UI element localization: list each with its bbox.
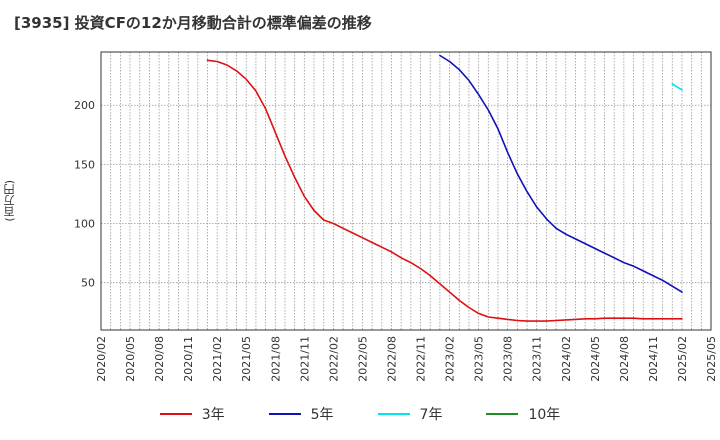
- x-tick-label: 2020/02: [95, 336, 108, 382]
- legend-swatch-5y: [268, 413, 301, 415]
- legend-swatch-3y: [159, 413, 192, 415]
- legend-label-5y: 5年: [310, 407, 334, 423]
- legend-item-7y[interactable]: 7年: [377, 404, 443, 424]
- x-tick-label: 2024/11: [647, 336, 660, 382]
- x-tick-label: 2024/08: [618, 336, 631, 382]
- legend-label-3y: 3年: [201, 407, 225, 423]
- x-tick-label: 2022/02: [327, 336, 340, 382]
- x-tick-label: 2024/05: [589, 336, 602, 382]
- x-tick-label: 2023/05: [473, 336, 486, 382]
- legend-swatch-7y: [377, 413, 410, 415]
- x-tick-label: 2023/08: [502, 336, 515, 382]
- chart-title: [3935] 投資CFの12か月移動合計の標準偏差の推移: [14, 14, 372, 32]
- legend-item-3y[interactable]: 3年: [159, 404, 225, 424]
- legend-swatch-10y: [486, 413, 519, 415]
- legend-label-10y: 10年: [528, 407, 561, 423]
- x-tick-label: 2024/02: [560, 336, 573, 382]
- x-tick-label: 2025/02: [676, 336, 689, 382]
- series-line-0: [206, 59, 683, 322]
- x-tick-label: 2023/11: [531, 336, 544, 382]
- series-line-1: [439, 54, 683, 293]
- x-tick-label: 2023/02: [444, 336, 457, 382]
- legend-item-5y[interactable]: 5年: [268, 404, 334, 424]
- series-line-2: [671, 83, 683, 91]
- x-tick-label: 2021/02: [211, 336, 224, 382]
- legend: 3年 5年 7年 10年: [0, 404, 720, 424]
- x-tick-label: 2020/05: [124, 336, 137, 382]
- x-tick-label: 2022/11: [415, 336, 428, 382]
- plot-frame: [100, 51, 712, 331]
- x-tick-label: 2020/11: [182, 336, 195, 382]
- legend-label-7y: 7年: [419, 407, 443, 423]
- y-tick-label: 100: [74, 218, 95, 231]
- y-tick-label: 150: [74, 158, 95, 171]
- x-tick-label: 2020/08: [153, 336, 166, 382]
- x-tick-label: 2021/11: [298, 336, 311, 382]
- x-tick-label: 2021/05: [240, 336, 253, 382]
- x-tick-label: 2022/08: [385, 336, 398, 382]
- x-tick-label: 2025/05: [705, 336, 718, 382]
- x-tick-label: 2022/05: [356, 336, 369, 382]
- y-tick-label: 200: [74, 99, 95, 112]
- legend-item-10y[interactable]: 10年: [486, 404, 560, 424]
- x-tick-label: 2021/08: [269, 336, 282, 382]
- y-tick-label: 50: [81, 277, 95, 290]
